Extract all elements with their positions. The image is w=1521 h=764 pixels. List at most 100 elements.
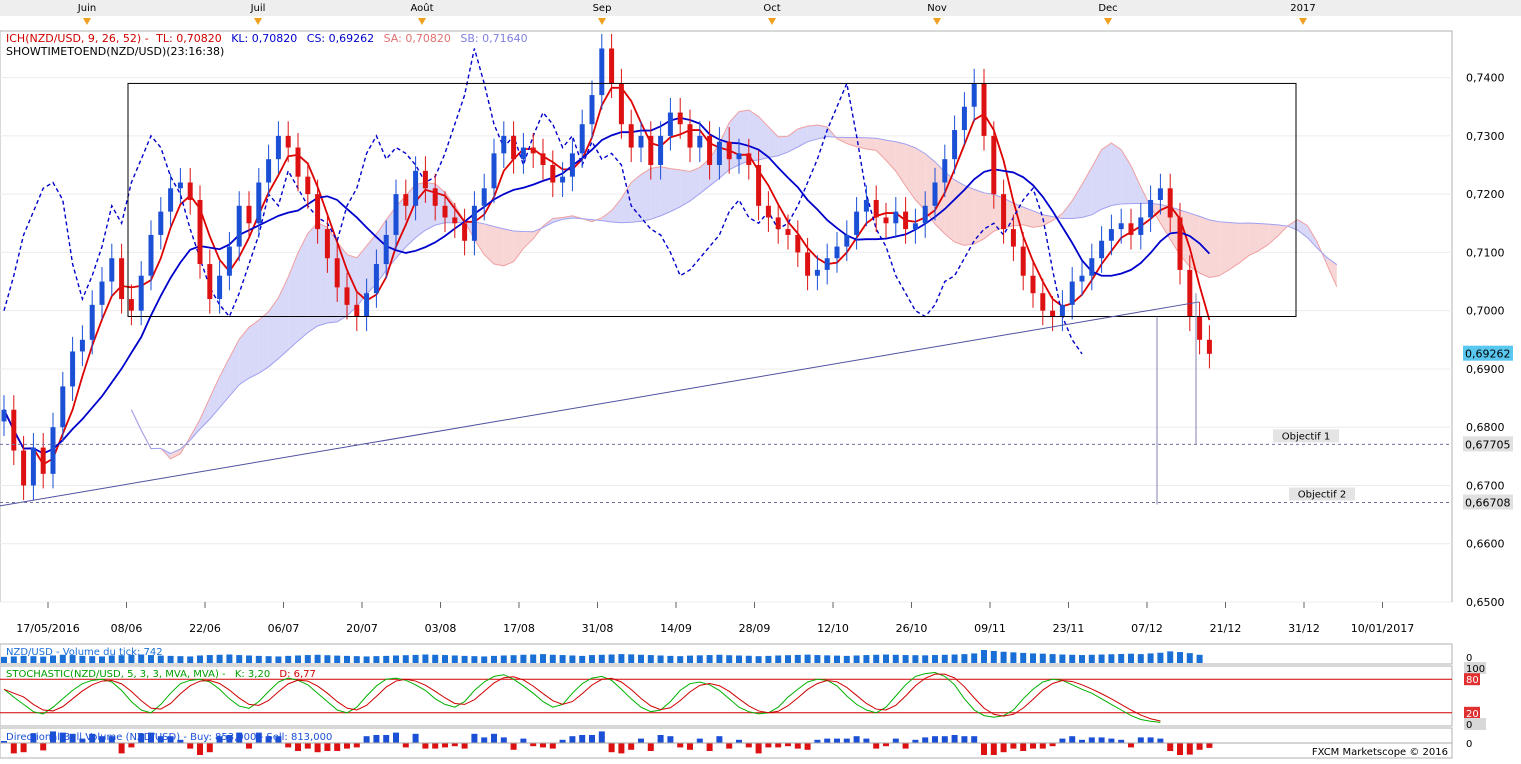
volume-bar	[491, 656, 497, 663]
month-marker	[83, 18, 91, 25]
volume-bar	[442, 655, 448, 663]
candle-body	[198, 200, 203, 264]
dbv-bar	[187, 743, 193, 749]
month-label: Nov	[927, 3, 947, 14]
candle-body	[786, 229, 791, 235]
dbv-bar	[922, 737, 928, 743]
volume-bar	[952, 655, 958, 663]
candle-body	[942, 159, 947, 182]
candle-body	[658, 136, 663, 165]
dbv-bar	[1138, 737, 1144, 743]
x-tick-label: 20/07	[346, 622, 378, 635]
candle-body	[1187, 270, 1192, 317]
volume-bar	[324, 655, 330, 663]
volume-bar	[1128, 654, 1134, 663]
dbv-bar	[1089, 737, 1095, 743]
volume-bar	[383, 656, 389, 663]
month-marker	[768, 18, 776, 25]
objective-1-price-tag: 0,67705	[1465, 438, 1511, 451]
x-tick-label: 31/12	[1288, 622, 1320, 635]
volume-bar	[1108, 654, 1114, 663]
candle-body	[913, 223, 918, 229]
dbv-bar	[903, 743, 909, 749]
dbv-bar	[295, 743, 301, 751]
volume-bar	[1148, 653, 1154, 663]
candle-body	[1040, 293, 1045, 310]
dbv-bar	[893, 739, 899, 743]
volume-bar	[1157, 653, 1163, 663]
candle-body	[874, 200, 879, 217]
month-label: Sep	[593, 3, 612, 14]
dbv-bar	[1030, 743, 1036, 749]
dbv-bar	[334, 743, 340, 751]
stochastic-tick: 80	[1466, 675, 1479, 686]
volume-bar	[677, 656, 683, 663]
dbv-bar	[1177, 743, 1183, 755]
cloud-segment	[1200, 216, 1210, 277]
dbv-bar	[618, 743, 624, 753]
dbv-bar	[795, 743, 801, 749]
candle-body	[354, 305, 359, 317]
candle-body	[580, 124, 585, 153]
dbv-bar	[119, 743, 125, 753]
volume-bar	[873, 655, 879, 663]
candle-body	[1207, 340, 1212, 354]
dbv-bar	[1001, 743, 1007, 752]
dbv-bar	[305, 743, 311, 749]
volume-bar	[403, 655, 409, 663]
y-tick-label: 0,7200	[1466, 188, 1505, 201]
candle-body	[893, 212, 898, 224]
cloud-segment	[259, 312, 269, 374]
candle-body	[590, 95, 595, 124]
volume-bar	[834, 656, 840, 663]
candle-body	[707, 136, 712, 165]
candle-body	[1021, 247, 1026, 276]
candle-body	[139, 276, 144, 311]
dbv-bar	[246, 743, 252, 749]
volume-bar	[736, 655, 742, 663]
candle-body	[51, 427, 56, 474]
volume-bar	[795, 655, 801, 663]
candle-body	[296, 148, 301, 177]
dbv-bar	[1197, 743, 1203, 750]
cloud-segment	[641, 168, 651, 221]
dbv-bar	[1020, 743, 1026, 751]
volume-bar	[805, 655, 811, 663]
volume-bar	[187, 656, 193, 663]
cloud-segment	[504, 229, 514, 266]
volume-bar	[716, 655, 722, 663]
volume-bar	[511, 655, 517, 663]
candle-body	[1129, 223, 1134, 235]
volume-bar	[912, 655, 918, 663]
candle-body	[962, 107, 967, 130]
volume-bar	[1050, 654, 1056, 663]
candle-body	[227, 247, 232, 276]
dbv-bar	[746, 743, 752, 747]
dbv-bar	[726, 743, 732, 749]
dbv-bar	[579, 735, 585, 743]
candle-body	[100, 282, 105, 305]
dbv-bar	[1040, 743, 1046, 749]
candle-body	[952, 130, 957, 159]
dbv-bar	[324, 743, 330, 751]
volume-bar	[687, 656, 693, 663]
volume-bar	[932, 655, 938, 663]
volume-bar	[726, 655, 732, 663]
candle-body	[80, 340, 85, 352]
month-label: Juin	[77, 3, 96, 14]
dbv-bar	[961, 736, 967, 743]
volume-bar	[569, 655, 575, 663]
candle-body	[639, 136, 644, 148]
cloud-segment	[955, 180, 965, 245]
y-tick-label: 0,6900	[1466, 363, 1505, 376]
dbv-bar	[491, 734, 497, 743]
candle-body	[482, 188, 487, 205]
volume-bar	[1069, 655, 1075, 663]
volume-bar	[628, 654, 634, 663]
volume-bar	[432, 655, 438, 663]
candle-body	[697, 136, 702, 148]
candle-body	[560, 177, 565, 183]
candle-body	[305, 177, 310, 194]
